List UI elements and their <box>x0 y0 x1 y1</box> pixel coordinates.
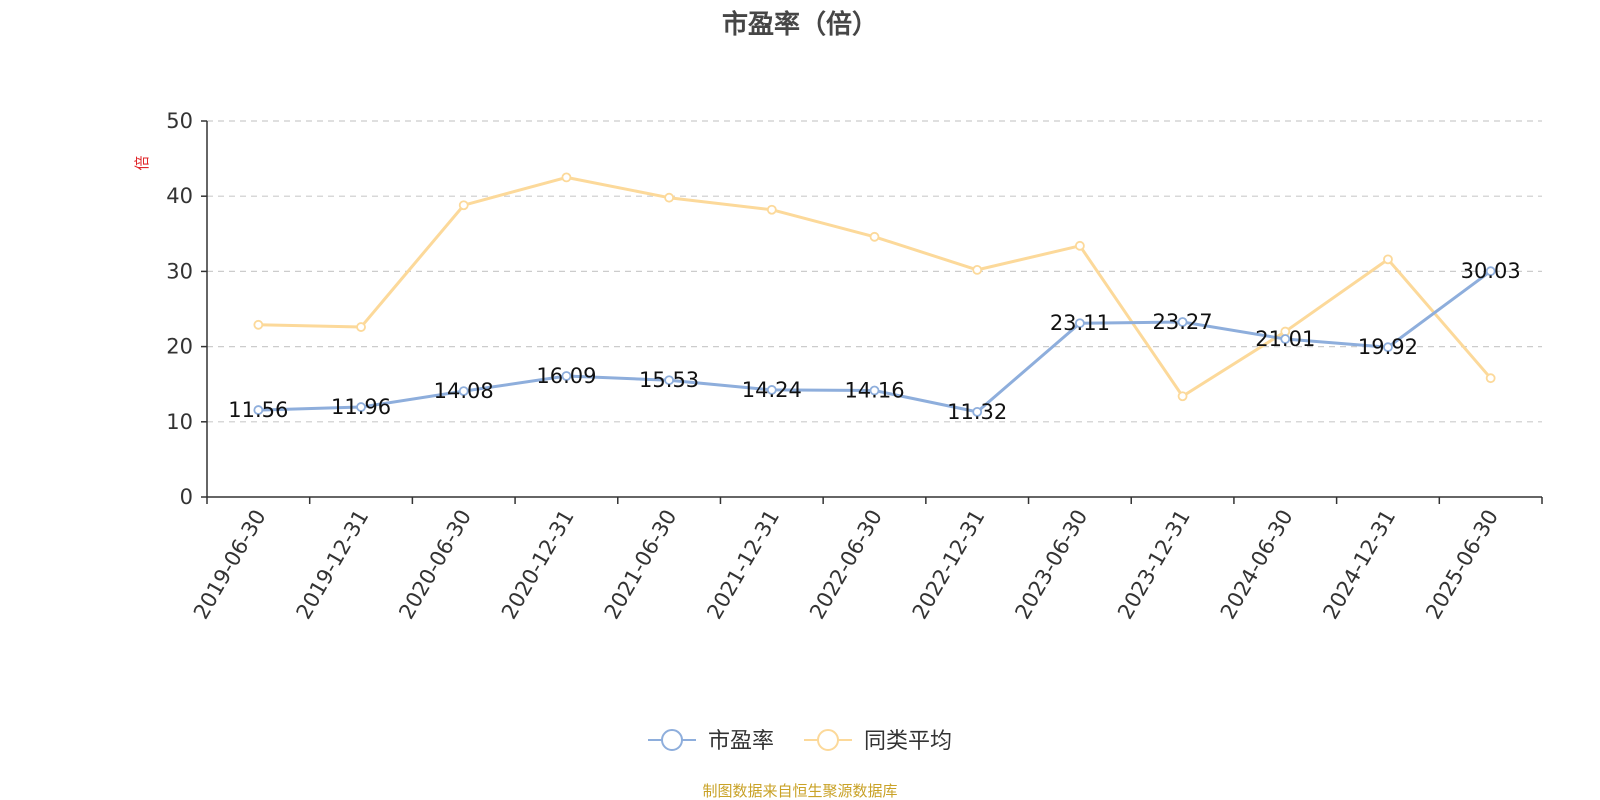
data-point <box>1485 373 1496 384</box>
data-point <box>458 200 469 211</box>
x-tick-label: 2019-12-31 <box>292 506 374 624</box>
x-tick-label: 2019-06-30 <box>189 506 271 624</box>
y-tick-label: 0 <box>180 485 193 509</box>
data-point <box>766 385 777 395</box>
data-point <box>869 385 880 396</box>
x-tick-label: 2024-06-30 <box>1216 506 1298 624</box>
axes: 0 10 20 30 40 50 2019-06-30 2019-12-31 2020-06-3… <box>166 109 1543 624</box>
legend-item-pe-ratio[interactable]: 市盈率 <box>648 729 774 754</box>
legend-label-peer-average: 同类平均 <box>864 729 952 754</box>
x-tick-label: 2022-06-30 <box>805 506 887 624</box>
data-point <box>1177 391 1188 402</box>
data-label: 14.16 <box>844 379 904 403</box>
y-axis-unit-label: 倍 <box>133 155 151 170</box>
grid-lines <box>207 120 1542 423</box>
data-labels: 11.56 11.96 14.08 16.09 15.53 14.24 14.16 11.32… <box>228 259 1520 424</box>
legend-label-pe-ratio: 市盈率 <box>708 729 774 754</box>
data-point <box>458 386 469 397</box>
data-point <box>1074 318 1085 329</box>
data-point <box>1383 254 1393 265</box>
y-tick-label: 10 <box>166 410 193 434</box>
data-label: 30.03 <box>1461 259 1521 283</box>
data-label: 11.32 <box>947 400 1007 424</box>
series-lines <box>253 172 1496 417</box>
x-tick-label: 2024-12-31 <box>1318 506 1400 624</box>
data-point <box>972 264 983 275</box>
data-label: 14.08 <box>434 379 494 403</box>
x-tick-label: 2021-06-30 <box>600 506 682 624</box>
data-point <box>664 375 675 386</box>
data-point <box>1074 240 1085 251</box>
series-line <box>258 175 1492 398</box>
data-point <box>561 172 572 183</box>
y-tick-label: 40 <box>166 184 193 208</box>
data-point <box>1177 317 1188 327</box>
data-point <box>664 192 675 203</box>
series-pe-ratio <box>253 266 1496 417</box>
data-point <box>1485 266 1496 277</box>
data-label: 19.92 <box>1358 335 1418 359</box>
x-tick-label: 2023-06-30 <box>1010 506 1092 624</box>
x-tick-label: 2020-06-30 <box>394 506 476 624</box>
y-tick-label: 50 <box>166 109 193 133</box>
data-point <box>869 231 880 242</box>
data-point <box>972 406 983 417</box>
legend-marker-pe-ratio <box>661 729 683 751</box>
y-tick-label: 20 <box>166 335 193 359</box>
x-tick-label: 2025-06-30 <box>1421 506 1503 624</box>
legend-item-peer-average[interactable]: 同类平均 <box>804 729 952 754</box>
data-point <box>561 371 572 381</box>
data-label: 16.09 <box>536 364 596 388</box>
data-label: 11.56 <box>228 398 288 422</box>
legend: 市盈率 同类平均 <box>648 729 952 754</box>
data-point <box>1280 334 1291 344</box>
x-tick-label: 2021-12-31 <box>702 506 784 624</box>
series-peer-average <box>253 172 1496 402</box>
data-label: 11.96 <box>331 395 391 419</box>
data-label: 15.53 <box>639 368 699 392</box>
data-point <box>356 322 366 332</box>
data-point <box>253 319 264 330</box>
data-label: 23.11 <box>1050 311 1110 335</box>
x-tick-label: 2022-12-31 <box>908 506 990 624</box>
x-tick-label: 2020-12-31 <box>497 506 579 624</box>
data-label: 23.27 <box>1153 310 1213 334</box>
legend-marker-peer-average <box>817 729 839 751</box>
data-label: 14.24 <box>742 378 802 402</box>
data-point <box>766 204 777 215</box>
data-point <box>1383 342 1393 353</box>
data-point <box>356 402 366 412</box>
data-label: 21.01 <box>1255 327 1315 351</box>
chart-title: 市盈率（倍） <box>722 9 878 40</box>
x-tick-label: 2023-12-31 <box>1113 506 1195 624</box>
y-tick-label: 30 <box>166 259 193 283</box>
source-note: 制图数据来自恒生聚源数据库 <box>702 782 897 800</box>
data-point <box>253 405 264 415</box>
